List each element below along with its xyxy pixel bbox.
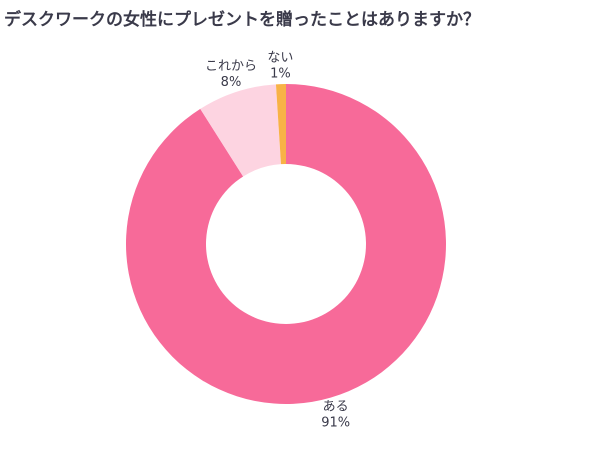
donut-slice: [125, 84, 446, 405]
slice-label: ない: [267, 51, 293, 66]
donut-slice: [200, 84, 281, 177]
chart-title: デスクワークの女性にプレゼントを贈ったことはありますか？: [4, 9, 480, 30]
slice-label: これから: [205, 59, 257, 74]
slice-value: 8%: [221, 75, 242, 90]
slice-value: 91%: [321, 415, 350, 430]
slice-label: ある: [323, 399, 349, 414]
donut-slice: [275, 84, 286, 165]
slice-value: 1%: [270, 67, 291, 82]
